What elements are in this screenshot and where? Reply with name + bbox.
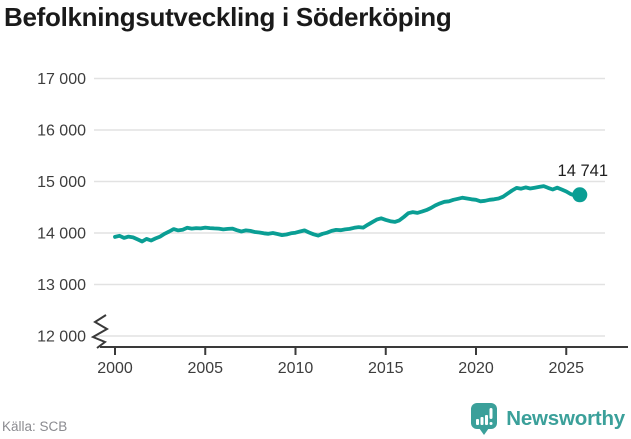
x-tick-label: 2010 (278, 360, 314, 377)
y-tick-label: 14 000 (37, 226, 86, 243)
y-tick-label: 15 000 (37, 174, 86, 191)
y-tick-label: 16 000 (37, 123, 86, 140)
latest-value-dot (572, 187, 588, 203)
x-tick-label: 2000 (97, 360, 133, 377)
x-tick-label: 2025 (548, 360, 584, 377)
y-tick-label: 13 000 (37, 277, 86, 294)
newsworthy-bar-chart-bubble-icon (470, 402, 498, 436)
newsworthy-logo[interactable]: Newsworthy (470, 402, 625, 436)
source-note: Källa: SCB (2, 419, 68, 434)
x-tick-label: 2005 (187, 360, 223, 377)
population-series-line (113, 184, 582, 244)
x-tick-label: 2015 (368, 360, 404, 377)
newsworthy-wordmark: Newsworthy (506, 407, 625, 430)
x-tick-label: 2020 (458, 360, 494, 377)
y-tick-label: 17 000 (37, 71, 86, 88)
page-title: Befolkningsutveckling i Söderköping (4, 2, 452, 32)
latest-value-label: 14 741 (558, 162, 608, 180)
axis-break-icon (90, 314, 109, 349)
y-tick-label: 12 000 (37, 329, 86, 346)
